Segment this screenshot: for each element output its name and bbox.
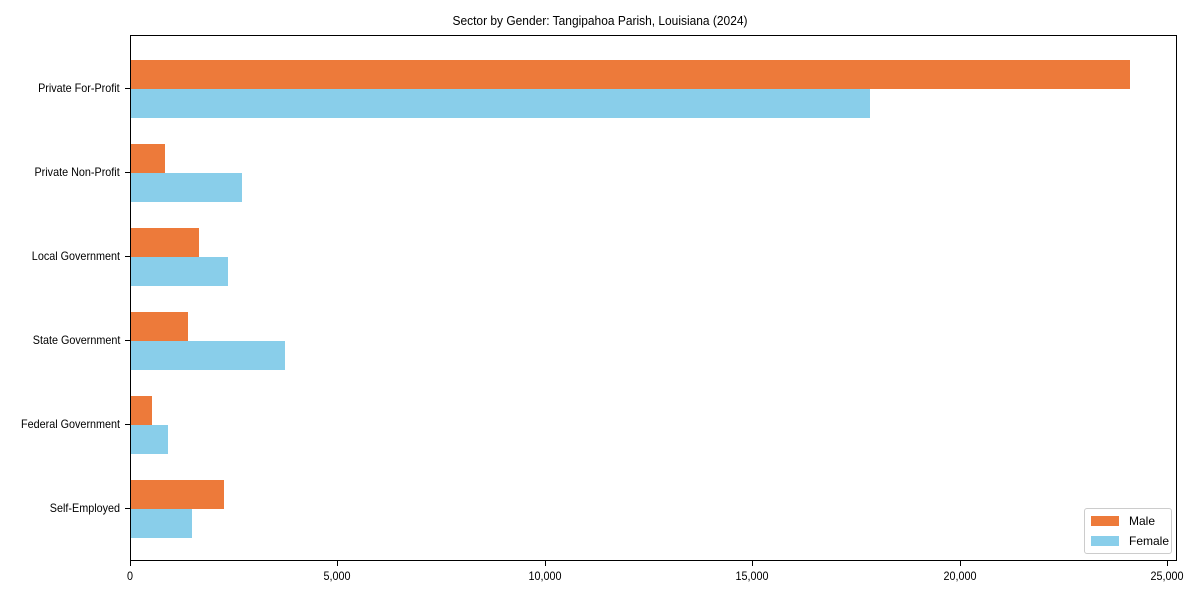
- plot-area: [130, 35, 1177, 561]
- x-tick-label: 25,000: [1150, 569, 1184, 583]
- y-tick-label: Federal Government: [20, 417, 120, 431]
- bar-male: [131, 144, 165, 173]
- x-tick: [544, 561, 546, 566]
- bar-male: [131, 480, 224, 509]
- y-tick: [125, 340, 130, 341]
- x-tick: [959, 561, 961, 566]
- y-tick: [125, 172, 130, 173]
- bar-male: [131, 228, 200, 257]
- y-tick: [125, 256, 130, 257]
- legend: Male Female: [1084, 508, 1172, 554]
- legend-item-male: Male: [1091, 514, 1155, 528]
- bar-female: [131, 341, 285, 370]
- chart-title: Sector by Gender: Tangipahoa Parish, Lou…: [452, 13, 748, 28]
- bar-female: [131, 425, 168, 454]
- x-tick-label: 20,000: [943, 569, 977, 583]
- x-tick: [130, 561, 131, 566]
- x-tick: [1167, 561, 1168, 566]
- x-tick-label: 0: [126, 569, 134, 583]
- y-tick-label: Private For-Profit: [38, 81, 120, 95]
- legend-item-female: Female: [1091, 534, 1169, 548]
- y-tick: [125, 424, 130, 425]
- y-tick: [125, 88, 130, 89]
- y-tick-label: State Government: [32, 333, 120, 347]
- legend-label-female: Female: [1129, 534, 1170, 548]
- bar-male: [131, 312, 188, 341]
- bar-male: [131, 396, 152, 425]
- bar-female: [131, 257, 229, 286]
- y-tick-label: Local Government: [31, 249, 120, 263]
- y-tick-label: Private Non-Profit: [34, 165, 120, 179]
- legend-swatch-male: [1091, 516, 1119, 526]
- bar-female: [131, 89, 870, 118]
- x-tick-label: 5,000: [323, 569, 351, 583]
- bar-female: [131, 509, 192, 538]
- legend-label-male: Male: [1129, 514, 1156, 528]
- x-tick-label: 10,000: [528, 569, 562, 583]
- y-tick: [125, 508, 130, 509]
- bar-female: [131, 173, 243, 202]
- bar-male: [131, 60, 1130, 89]
- x-tick-label: 15,000: [735, 569, 769, 583]
- y-tick-label: Self-Employed: [49, 501, 120, 515]
- legend-swatch-female: [1091, 536, 1119, 546]
- x-tick: [337, 561, 339, 566]
- x-tick: [752, 561, 754, 566]
